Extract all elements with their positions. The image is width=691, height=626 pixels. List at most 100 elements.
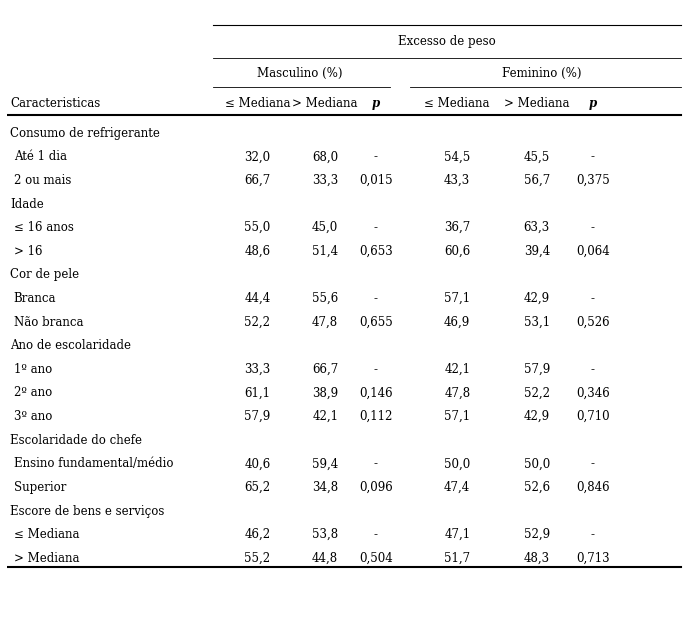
Text: > Mediana: > Mediana [14,552,79,565]
Text: 0,653: 0,653 [359,245,393,258]
Text: 57,1: 57,1 [444,292,471,305]
Text: 0,655: 0,655 [359,316,393,329]
Text: 55,2: 55,2 [245,552,271,565]
Text: 52,9: 52,9 [524,528,550,541]
Text: Até 1 dia: Até 1 dia [14,150,67,163]
Text: 42,1: 42,1 [312,410,338,423]
Text: Excesso de peso: Excesso de peso [398,34,496,48]
Text: -: - [591,221,595,234]
Text: -: - [374,363,378,376]
Text: 61,1: 61,1 [245,386,270,399]
Text: 42,9: 42,9 [524,292,550,305]
Text: > 16: > 16 [14,245,42,258]
Text: Idade: Idade [10,198,44,210]
Text: Feminino (%): Feminino (%) [502,67,582,80]
Text: 66,7: 66,7 [245,174,271,187]
Text: 0,375: 0,375 [576,174,609,187]
Text: -: - [591,150,595,163]
Text: 47,4: 47,4 [444,481,471,494]
Text: Não branca: Não branca [14,316,83,329]
Text: 68,0: 68,0 [312,150,339,163]
Text: 65,2: 65,2 [245,481,271,494]
Text: 0,713: 0,713 [576,552,609,565]
Text: 56,7: 56,7 [524,174,550,187]
Text: Cor de pele: Cor de pele [10,269,79,282]
Text: 54,5: 54,5 [444,150,471,163]
Text: Escolaridade do chefe: Escolaridade do chefe [10,434,142,447]
Text: 53,8: 53,8 [312,528,339,541]
Text: Masculino (%): Masculino (%) [256,67,342,80]
Text: > Mediana: > Mediana [504,96,569,110]
Text: 57,1: 57,1 [444,410,471,423]
Text: -: - [374,292,378,305]
Text: 47,8: 47,8 [312,316,339,329]
Text: 0,015: 0,015 [359,174,392,187]
Text: 2 ou mais: 2 ou mais [14,174,71,187]
Text: 33,3: 33,3 [245,363,271,376]
Text: 53,1: 53,1 [524,316,550,329]
Text: 33,3: 33,3 [312,174,339,187]
Text: 0,504: 0,504 [359,552,393,565]
Text: 0,096: 0,096 [359,481,393,494]
Text: -: - [591,458,595,470]
Text: 3º ano: 3º ano [14,410,52,423]
Text: 51,4: 51,4 [312,245,339,258]
Text: 60,6: 60,6 [444,245,471,258]
Text: 52,6: 52,6 [524,481,550,494]
Text: 43,3: 43,3 [444,174,471,187]
Text: Ensino fundamental/médio: Ensino fundamental/médio [14,458,173,470]
Text: 39,4: 39,4 [524,245,550,258]
Text: 55,0: 55,0 [245,221,271,234]
Text: 50,0: 50,0 [524,458,550,470]
Text: 50,0: 50,0 [444,458,471,470]
Text: -: - [374,458,378,470]
Text: 32,0: 32,0 [245,150,271,163]
Text: Caracteristicas: Caracteristicas [10,96,101,110]
Text: 48,3: 48,3 [524,552,550,565]
Text: 48,6: 48,6 [245,245,271,258]
Text: -: - [374,221,378,234]
Text: 40,6: 40,6 [245,458,271,470]
Text: Superior: Superior [14,481,66,494]
Text: 2º ano: 2º ano [14,386,52,399]
Text: Escore de bens e serviços: Escore de bens e serviços [10,505,164,518]
Text: Ano de escolaridade: Ano de escolaridade [10,339,131,352]
Text: 42,9: 42,9 [524,410,550,423]
Text: 0,526: 0,526 [576,316,609,329]
Text: 52,2: 52,2 [245,316,270,329]
Text: > Mediana: > Mediana [292,96,358,110]
Text: 38,9: 38,9 [312,386,339,399]
Text: 1º ano: 1º ano [14,363,52,376]
Text: ≤ Mediana: ≤ Mediana [14,528,79,541]
Text: -: - [591,363,595,376]
Text: Consumo de refrigerante: Consumo de refrigerante [10,126,160,140]
Text: ≤ 16 anos: ≤ 16 anos [14,221,73,234]
Text: 47,1: 47,1 [444,528,471,541]
Text: p: p [372,96,380,110]
Text: 46,2: 46,2 [245,528,271,541]
Text: 42,1: 42,1 [444,363,471,376]
Text: 44,8: 44,8 [312,552,339,565]
Text: 36,7: 36,7 [444,221,471,234]
Text: 52,2: 52,2 [524,386,550,399]
Text: 45,5: 45,5 [524,150,550,163]
Text: 0,064: 0,064 [576,245,609,258]
Text: 0,710: 0,710 [576,410,609,423]
Text: 0,146: 0,146 [359,386,392,399]
Text: 51,7: 51,7 [444,552,471,565]
Text: 57,9: 57,9 [524,363,550,376]
Text: 55,6: 55,6 [312,292,339,305]
Text: 59,4: 59,4 [312,458,339,470]
Text: 0,346: 0,346 [576,386,609,399]
Text: 0,112: 0,112 [359,410,392,423]
Text: 47,8: 47,8 [444,386,471,399]
Text: -: - [591,528,595,541]
Text: ≤ Mediana: ≤ Mediana [424,96,490,110]
Text: -: - [374,150,378,163]
Text: 46,9: 46,9 [444,316,471,329]
Text: 66,7: 66,7 [312,363,339,376]
Text: 0,846: 0,846 [576,481,609,494]
Text: 34,8: 34,8 [312,481,339,494]
Text: -: - [374,528,378,541]
Text: 63,3: 63,3 [524,221,550,234]
